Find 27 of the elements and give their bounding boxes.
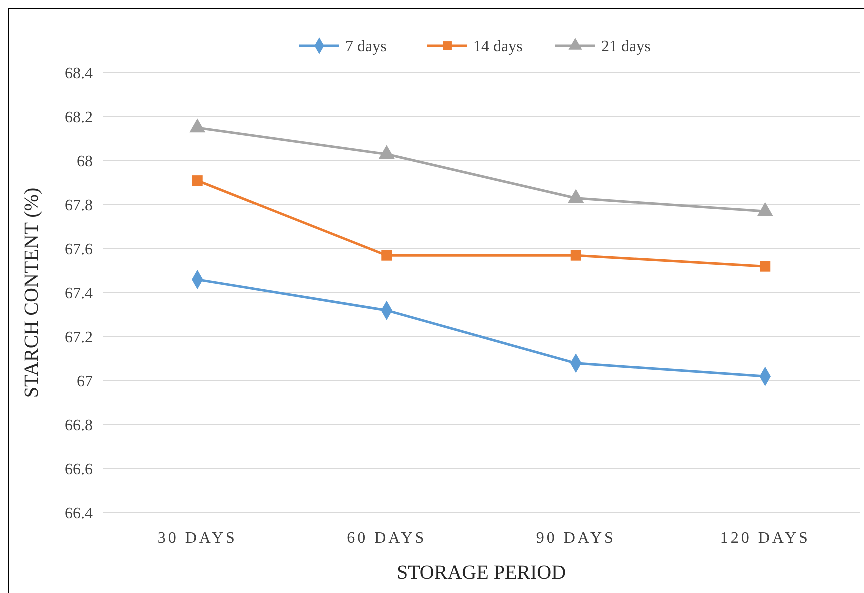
legend-label: 7 days xyxy=(346,38,387,56)
point xyxy=(382,250,392,261)
point xyxy=(568,189,584,203)
x-tick-label: 60 DAYS xyxy=(347,530,427,547)
y-tick-label: 67.6 xyxy=(65,242,93,259)
y-tick-label: 67.2 xyxy=(65,330,93,347)
y-tick-label: 67.8 xyxy=(65,198,93,215)
y-tick-label: 66.4 xyxy=(65,506,93,523)
legend-label: 21 days xyxy=(602,38,651,56)
x-tick-label: 30 DAYS xyxy=(158,530,238,547)
y-tick-label: 68.4 xyxy=(65,66,93,83)
y-tick-label: 67 xyxy=(77,374,93,391)
x-tick-label: 90 DAYS xyxy=(536,530,616,547)
x-tick-label: 120 DAYS xyxy=(720,530,810,547)
legend-label: 14 days xyxy=(474,38,523,56)
y-tick-label: 66.8 xyxy=(65,418,93,435)
point xyxy=(570,250,582,261)
y-tick-label: 66.6 xyxy=(65,462,93,479)
y-tick-label: 68 xyxy=(77,154,93,171)
point xyxy=(190,118,206,133)
y-tick-label: 67.4 xyxy=(65,286,93,303)
y-tick-label: 68.2 xyxy=(65,110,93,127)
point xyxy=(757,202,774,216)
y-axis-title: STARCH CONTENT (%) xyxy=(21,188,43,398)
x-axis-title: STORAGE PERIOD xyxy=(396,562,566,584)
point xyxy=(378,145,395,159)
point xyxy=(760,261,771,272)
